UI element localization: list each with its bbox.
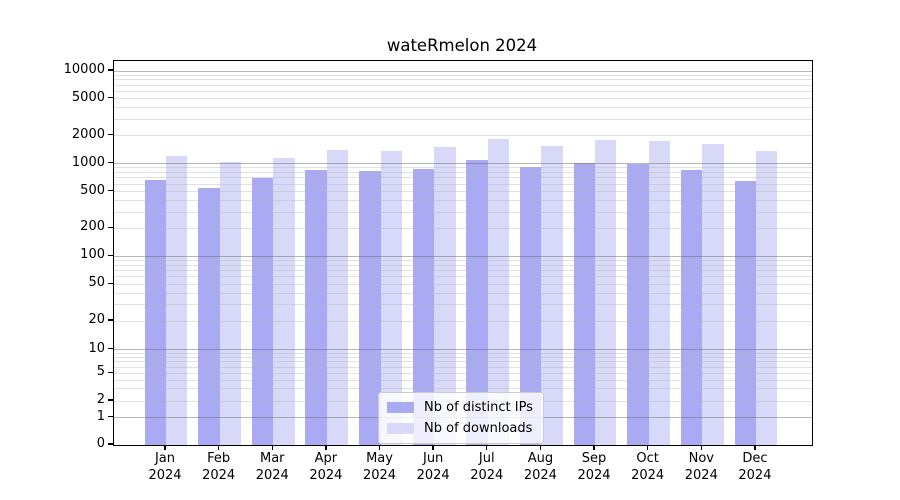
legend-label-distinct-ips: Nb of distinct IPs	[424, 400, 533, 415]
y-tick-label: 0	[96, 436, 105, 451]
y-tick-mark	[108, 161, 113, 164]
bar-downloads	[326, 149, 349, 445]
bar-distinct-ips	[680, 170, 703, 445]
x-tick-label: Jul 2024	[470, 451, 504, 483]
y-tick-label: 10	[88, 340, 105, 356]
bar-downloads	[273, 157, 295, 445]
x-tick-label: May 2024	[362, 451, 397, 483]
bar-downloads	[487, 139, 510, 445]
y-tick-mark	[108, 415, 113, 418]
bar-distinct-ips	[359, 170, 381, 445]
x-tick-mark	[432, 445, 434, 450]
y-tick-label: 10000	[63, 62, 105, 77]
bar-downloads	[434, 147, 456, 445]
bar-distinct-ips	[734, 180, 756, 445]
y-tick-mark	[108, 133, 113, 136]
bar-downloads	[702, 143, 724, 445]
legend-item-downloads: Nb of downloads	[387, 419, 533, 438]
y-tick-label: 5	[96, 364, 105, 380]
bar-distinct-ips	[144, 179, 166, 445]
x-tick-mark	[754, 445, 756, 450]
x-tick-label: Dec 2024	[738, 451, 772, 483]
bar-distinct-ips	[466, 159, 488, 445]
y-tick-label: 100	[80, 247, 105, 263]
bar-downloads	[595, 140, 617, 445]
bar-downloads	[755, 151, 778, 445]
x-tick-label: Apr 2024	[309, 451, 343, 483]
bar-downloads	[380, 150, 402, 445]
bar-distinct-ips	[198, 188, 220, 445]
bars-layer	[114, 61, 812, 445]
y-tick-mark	[108, 371, 113, 373]
x-tick-label: Nov 2024	[684, 451, 718, 483]
y-tick-label: 500	[80, 182, 105, 198]
bar-downloads	[219, 161, 242, 445]
y-tick-mark	[108, 189, 113, 192]
y-tick-mark	[108, 319, 113, 321]
y-tick-label: 50	[88, 275, 105, 291]
x-tick-mark	[539, 445, 542, 450]
x-tick-mark	[164, 445, 166, 450]
x-tick-label: Sep 2024	[577, 451, 611, 483]
bar-distinct-ips	[627, 164, 649, 445]
chart-title: wateRmelon 2024	[386, 36, 538, 55]
bar-distinct-ips	[251, 177, 274, 445]
x-tick-mark	[700, 445, 702, 450]
x-tick-mark	[486, 445, 488, 450]
x-tick-label: Jun 2024	[416, 451, 450, 483]
y-tick-mark	[108, 443, 113, 445]
x-tick-label: Aug 2024	[523, 451, 557, 483]
y-tick-label: 1000	[71, 154, 105, 170]
y-tick-label: 5000	[71, 89, 105, 105]
bar-distinct-ips	[412, 169, 435, 445]
y-tick-label: 20	[88, 312, 105, 327]
x-tick-mark	[271, 445, 273, 450]
x-tick-mark	[593, 445, 595, 450]
bar-distinct-ips	[305, 169, 327, 445]
bar-downloads	[648, 140, 671, 445]
legend-item-distinct-ips: Nb of distinct IPs	[387, 398, 533, 417]
y-tick-mark	[108, 282, 113, 284]
legend-label-downloads: Nb of downloads	[424, 421, 533, 436]
legend-swatch-downloads	[387, 423, 414, 434]
legend: Nb of distinct IPs Nb of downloads	[378, 392, 544, 444]
y-tick-mark	[108, 347, 113, 350]
y-tick-label: 1	[96, 408, 105, 424]
plot-area	[113, 60, 813, 446]
x-tick-mark	[217, 445, 220, 450]
bar-downloads	[166, 156, 188, 445]
x-tick-mark	[646, 445, 649, 450]
y-tick-mark	[108, 226, 113, 228]
bar-downloads	[541, 146, 563, 445]
y-tick-mark	[108, 254, 113, 256]
y-tick-label: 200	[80, 219, 105, 235]
y-tick-label: 2000	[71, 126, 105, 142]
y-tick-label: 2	[96, 392, 105, 407]
x-tick-label: Mar 2024	[255, 451, 289, 483]
legend-swatch-distinct-ips	[387, 402, 414, 413]
bar-distinct-ips	[520, 166, 542, 445]
x-tick-mark	[325, 445, 327, 450]
y-tick-mark	[108, 96, 113, 99]
x-tick-label: Jan 2024	[148, 451, 182, 483]
x-tick-mark	[378, 445, 381, 450]
x-tick-label: Oct 2024	[631, 451, 665, 483]
y-tick-mark	[108, 69, 113, 71]
bar-distinct-ips	[573, 162, 596, 445]
y-tick-mark	[108, 399, 113, 401]
x-tick-label: Feb 2024	[202, 451, 236, 483]
